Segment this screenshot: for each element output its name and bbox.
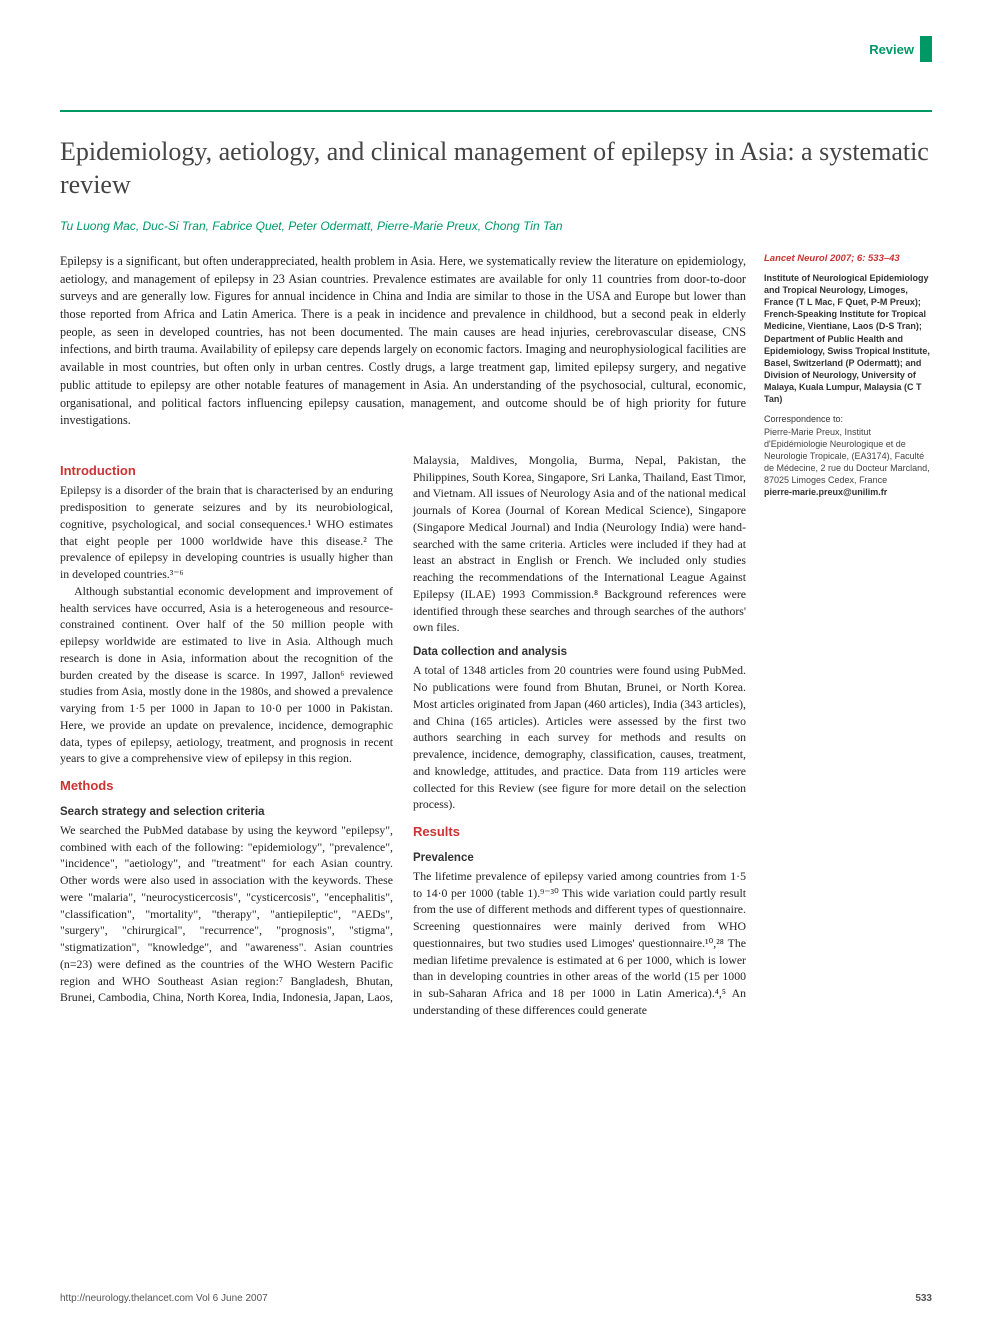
correspondence-text: Pierre-Marie Preux, Institut d'Epidémiol… bbox=[764, 426, 932, 487]
horizontal-rule bbox=[60, 110, 932, 112]
section-heading-introduction: Introduction bbox=[60, 462, 393, 480]
body-paragraph: Although substantial economic developmen… bbox=[60, 583, 393, 767]
section-heading-results: Results bbox=[413, 823, 746, 841]
author-list: Tu Luong Mac, Duc-Si Tran, Fabrice Quet,… bbox=[60, 219, 932, 233]
subsection-heading: Search strategy and selection criteria bbox=[60, 804, 393, 820]
article-title: Epidemiology, aetiology, and clinical ma… bbox=[60, 136, 932, 201]
body-paragraph: The lifetime prevalence of epilepsy vari… bbox=[413, 868, 746, 1019]
review-label: Review bbox=[869, 42, 914, 57]
journal-citation: Lancet Neurol 2007; 6: 533–43 bbox=[764, 253, 932, 266]
main-column: Epilepsy is a significant, but often und… bbox=[60, 253, 746, 1019]
abstract-text: Epilepsy is a significant, but often und… bbox=[60, 253, 746, 430]
correspondence-email: pierre-marie.preux@unilim.fr bbox=[764, 486, 932, 498]
body-columns: Introduction Epilepsy is a disorder of t… bbox=[60, 452, 746, 1019]
correspondence-label: Correspondence to: bbox=[764, 413, 932, 425]
sidebar-column: Lancet Neurol 2007; 6: 533–43 Institute … bbox=[764, 253, 932, 1019]
footer-url: http://neurology.thelancet.com Vol 6 Jun… bbox=[60, 1293, 268, 1304]
subsection-heading: Prevalence bbox=[413, 850, 746, 866]
accent-block-icon bbox=[920, 36, 932, 62]
subsection-heading: Data collection and analysis bbox=[413, 644, 746, 660]
header-bar: Review bbox=[869, 36, 932, 62]
page-footer: http://neurology.thelancet.com Vol 6 Jun… bbox=[60, 1293, 932, 1304]
page-number: 533 bbox=[915, 1293, 932, 1304]
body-paragraph: Epilepsy is a disorder of the brain that… bbox=[60, 482, 393, 583]
section-heading-methods: Methods bbox=[60, 777, 393, 795]
content-wrapper: Epilepsy is a significant, but often und… bbox=[60, 253, 932, 1019]
body-paragraph: A total of 1348 articles from 20 countri… bbox=[413, 662, 746, 813]
affiliations-text: Institute of Neurological Epidemiology a… bbox=[764, 272, 932, 406]
